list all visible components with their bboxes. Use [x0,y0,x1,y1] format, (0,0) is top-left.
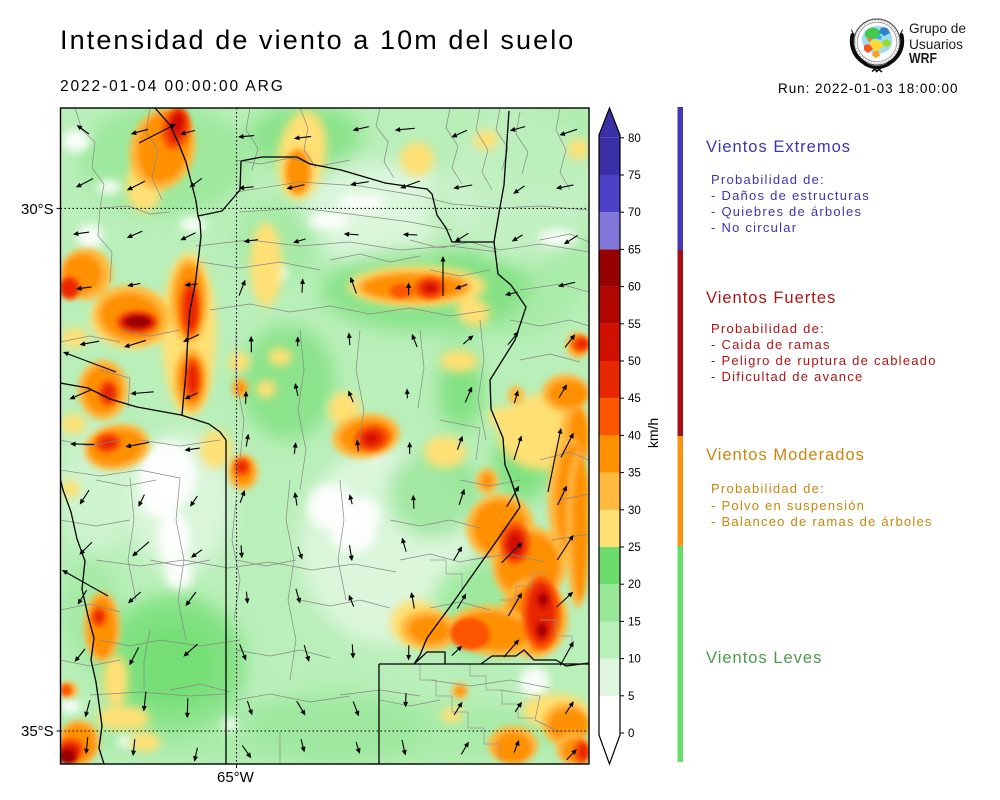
svg-text:65: 65 [628,244,641,256]
svg-text:5: 5 [628,691,634,703]
svg-text:35: 35 [628,468,641,480]
svg-text:km/h: km/h [645,418,661,448]
svg-text:10: 10 [628,654,641,666]
svg-text:40: 40 [628,430,641,442]
svg-text:WRF: WRF [909,50,937,67]
svg-text:0: 0 [628,728,634,740]
svg-text:70: 70 [628,207,641,219]
svg-text:15: 15 [628,616,641,628]
svg-text:20: 20 [628,579,641,591]
svg-text:60: 60 [628,282,641,294]
svg-text:Grupo de: Grupo de [909,20,966,36]
svg-text:50: 50 [628,356,641,368]
svg-text:30: 30 [628,505,641,517]
svg-text:80: 80 [628,133,641,145]
svg-text:45: 45 [628,393,641,405]
svg-text:75: 75 [628,170,641,182]
svg-text:25: 25 [628,542,641,554]
svg-text:55: 55 [628,319,641,331]
svg-text:Usuarios: Usuarios [909,36,963,52]
